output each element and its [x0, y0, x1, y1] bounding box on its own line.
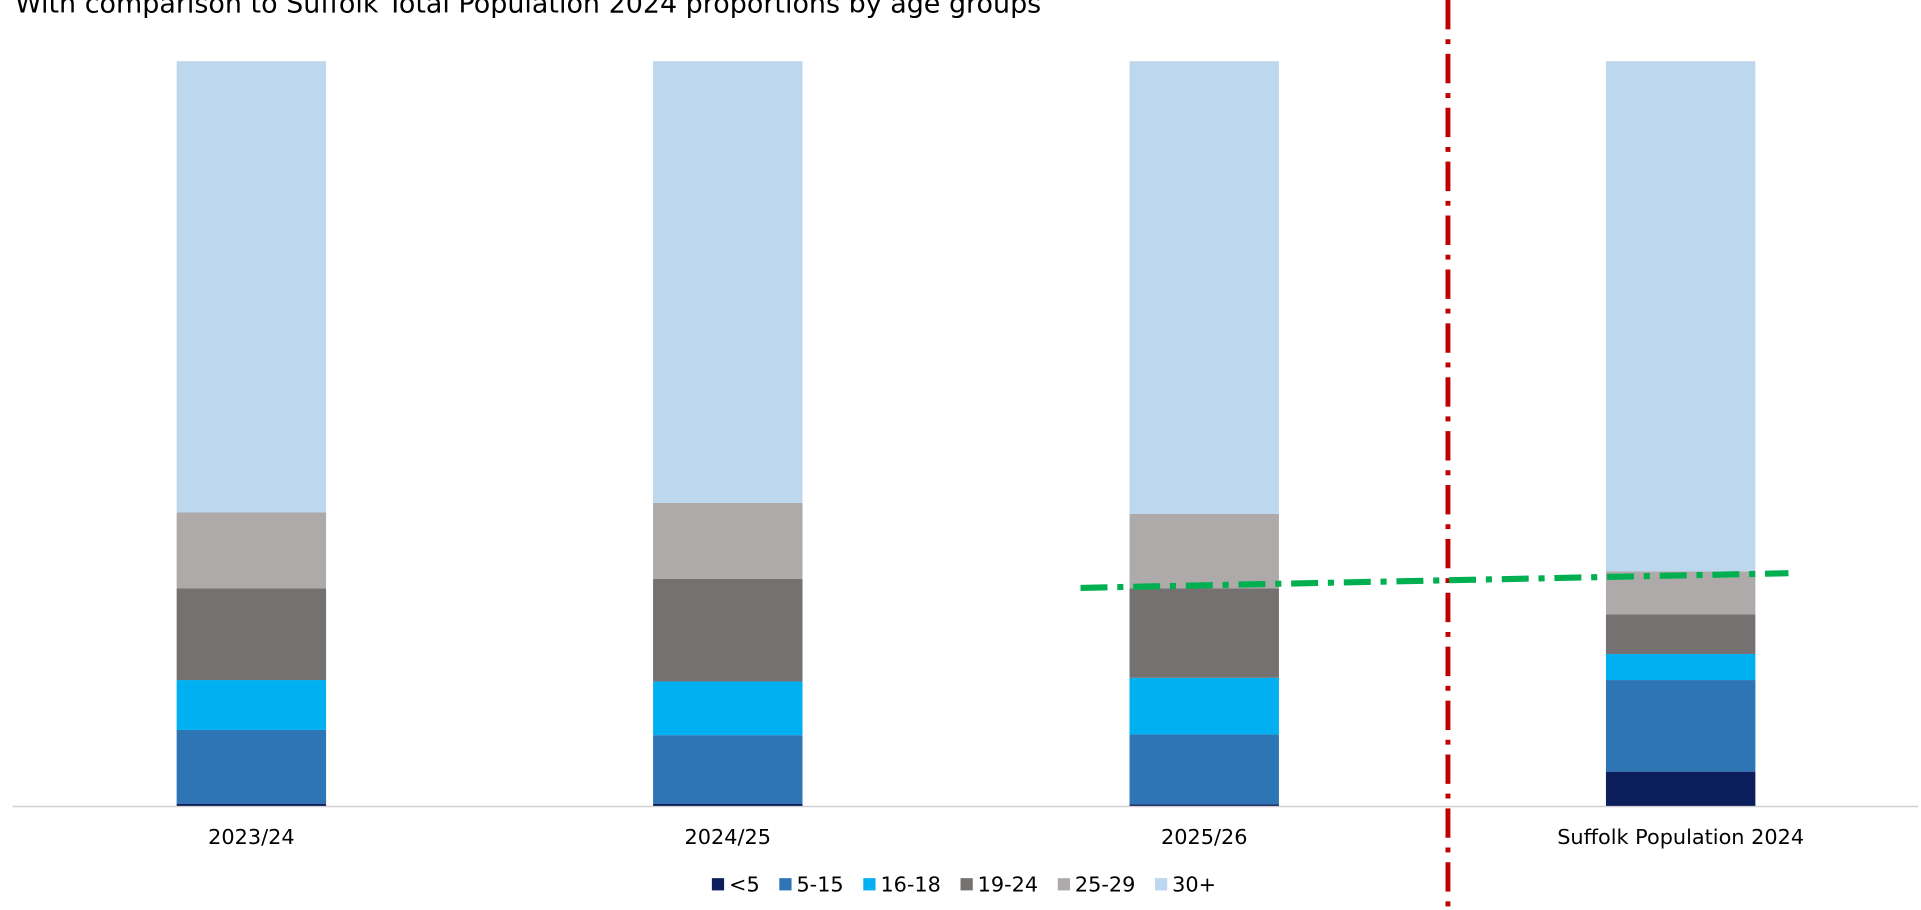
legend-label: 5-15 [796, 873, 843, 897]
bar-segment [176, 680, 327, 730]
bar-segment [176, 729, 327, 804]
bar-segment [1605, 680, 1756, 772]
bar-segment [1605, 61, 1756, 572]
x-tick-label: Suffolk Population 2024 [1557, 825, 1804, 849]
bar-segment [1605, 771, 1756, 806]
legend-label: 30+ [1172, 873, 1216, 897]
legend-swatch [779, 878, 792, 891]
bar-segment [653, 735, 803, 804]
x-tick-label: 2023/24 [208, 825, 294, 849]
legend-label: 25-29 [1075, 873, 1135, 897]
chart-title: With comparison to Suffolk Total Populat… [15, 0, 1041, 19]
bar-segment [1129, 513, 1279, 589]
legend-label: 16-18 [880, 873, 940, 897]
legend-swatch [960, 878, 973, 891]
bar-segment [1605, 614, 1756, 654]
legend-label: 19-24 [978, 873, 1038, 897]
reference-line [1080, 570, 1789, 591]
bar-segment [176, 803, 327, 806]
bar-segment [1129, 804, 1279, 806]
x-tick-label: 2025/26 [1161, 825, 1247, 849]
bar-segment [1129, 61, 1279, 514]
bar-segment [176, 61, 327, 513]
bar-segment [653, 61, 803, 503]
bar-segment [1129, 677, 1279, 735]
bar-segment [1605, 653, 1756, 681]
legend-swatch [863, 878, 876, 891]
bar-segment [653, 502, 803, 579]
legend: <5 5-15 16-18 19-24 25-29 30+ [711, 873, 1216, 897]
bar-segment [1129, 734, 1279, 805]
bar-segment [176, 512, 327, 589]
bar-segment [653, 803, 803, 806]
bar-segment [176, 588, 327, 681]
x-tick-label: 2024/25 [685, 825, 771, 849]
bar-segment [1129, 588, 1279, 678]
bar-segment [653, 578, 803, 682]
legend-swatch [711, 878, 725, 891]
legend-swatch [1154, 878, 1168, 891]
bars [176, 61, 1756, 806]
legend-label: <5 [729, 873, 760, 897]
bar-segment [653, 681, 803, 736]
legend-swatch [1057, 878, 1070, 891]
